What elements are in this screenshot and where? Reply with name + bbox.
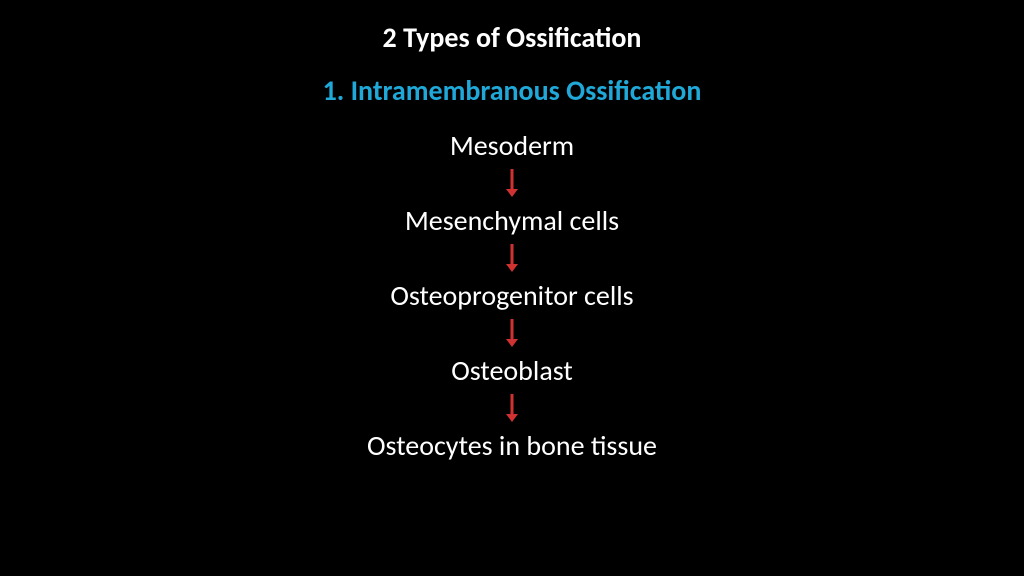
flow-step: Osteocytes in bone tissue	[367, 428, 657, 463]
flow-container: Mesoderm Mesenchymal cells Osteoprogenitor…	[367, 128, 657, 469]
flow-step: Mesenchymal cells	[405, 203, 619, 238]
flow-step: Osteoprogenitor cells	[390, 278, 633, 313]
slide: 2 Types of Ossification 1. Intramembrano…	[0, 0, 1024, 576]
arrow-down-icon	[506, 169, 518, 197]
flow-step: Mesoderm	[450, 128, 574, 163]
slide-subtitle: 1. Intramembranous Ossification	[323, 73, 702, 108]
arrow-down-icon	[506, 244, 518, 272]
arrow-down-icon	[506, 319, 518, 347]
arrow-down-icon	[506, 394, 518, 422]
slide-title: 2 Types of Ossification	[383, 20, 642, 55]
flow-step: Osteoblast	[451, 353, 573, 388]
